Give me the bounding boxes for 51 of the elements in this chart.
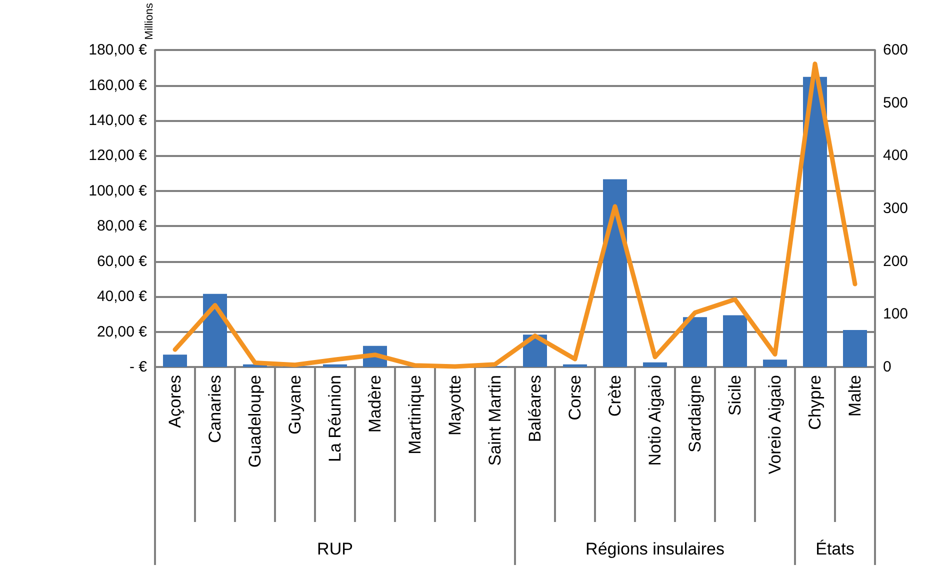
x-tick-label: Mayotte <box>446 375 464 436</box>
y2-tick-label: 100 <box>883 306 908 323</box>
y-tick-label: 160,00 € <box>88 76 148 94</box>
y-tick-label: 140,00 € <box>88 112 148 129</box>
y-tick-label: 60,00 € <box>96 252 148 270</box>
bar <box>323 364 347 367</box>
bar <box>643 362 667 367</box>
x-tick-label: Corse <box>566 375 584 420</box>
bar <box>683 317 707 367</box>
x-tick-label: Açores <box>166 375 184 428</box>
x-tick-label: Canaries <box>206 375 224 444</box>
y2-tick-label: 0 <box>883 358 892 376</box>
bar <box>163 354 187 367</box>
x-tick-label: Chypre <box>806 375 824 430</box>
text: États <box>816 540 854 558</box>
y-tick-label: 40,00 € <box>96 288 148 306</box>
x-tick-label: Martinique <box>406 375 424 454</box>
text: RUP <box>317 540 353 558</box>
y2-tick-label: 500 <box>883 94 908 112</box>
x-tick-label: Sardaigne <box>686 375 704 453</box>
x-tick-label: Notio Aigaio <box>646 375 664 466</box>
x-tick-label: Voreio Aigaio <box>766 375 784 474</box>
y2-tick-label: 300 <box>883 200 908 218</box>
x-tick-label: Malte <box>846 375 864 417</box>
line-series <box>172 62 858 369</box>
bar <box>763 360 787 367</box>
y-tick-label: 80,00 € <box>96 218 148 235</box>
y-tick-label: - € <box>129 358 148 376</box>
y-tick-label: 100,00 € <box>88 182 148 200</box>
x-tick-label: Crète <box>606 375 624 417</box>
x-tick-label: Madère <box>366 375 384 433</box>
y-tick-label: 20,00 € <box>96 323 148 340</box>
y2-tick-label: 400 <box>883 147 908 164</box>
y-tick-label: 120,00 € <box>88 147 148 164</box>
bar <box>803 76 827 367</box>
bar <box>843 330 867 367</box>
bar <box>603 179 627 367</box>
y2-tick-label: 200 <box>883 252 908 270</box>
x-tick-label: Saint Martin <box>486 375 504 466</box>
bar <box>203 294 227 367</box>
bar <box>723 315 747 367</box>
x-tick-label: Baléares <box>526 375 544 442</box>
y-tick-label: 180,00 € <box>88 42 148 59</box>
bar <box>563 364 587 367</box>
x-tick-label: Guyane <box>286 375 304 435</box>
y2-tick-label: 600 <box>883 42 908 59</box>
text: Régions insulaires <box>586 540 724 558</box>
x-tick-label: Guadeloupe <box>246 375 264 468</box>
x-tick-label: Sicile <box>726 375 744 416</box>
y-axis-title: Millions <box>144 2 156 40</box>
x-tick-label: La Réunion <box>326 375 344 462</box>
